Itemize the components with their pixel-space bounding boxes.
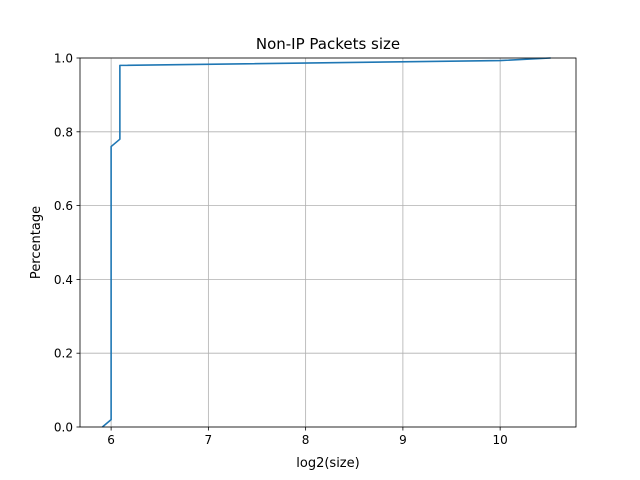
plot-frame: [79, 57, 577, 428]
x-tick-label: 9: [399, 433, 407, 447]
x-tick-label: 7: [205, 433, 213, 447]
y-tick-label: 1.0: [54, 52, 73, 66]
y-tick-label: 0.8: [54, 125, 73, 139]
y-tick-label: 0.4: [54, 273, 73, 287]
series-layer: [101, 57, 551, 428]
y-tick-label: 0.0: [54, 421, 73, 435]
axis-ticks: 6 7 8 9 10 0.0 0.2 0.4 0.6 0.8 1.0: [54, 52, 508, 448]
cdf-series-line: [101, 57, 551, 428]
chart-title: Non-IP Packets size: [256, 35, 400, 53]
y-axis-label: Percentage: [29, 206, 44, 279]
x-axis-label: log2(size): [296, 456, 359, 471]
y-tick-label: 0.6: [54, 199, 73, 213]
x-tick-label: 6: [107, 433, 115, 447]
x-tick-label: 8: [302, 433, 310, 447]
y-tick-label: 0.2: [54, 347, 73, 361]
x-tick-label: 10: [493, 433, 508, 447]
